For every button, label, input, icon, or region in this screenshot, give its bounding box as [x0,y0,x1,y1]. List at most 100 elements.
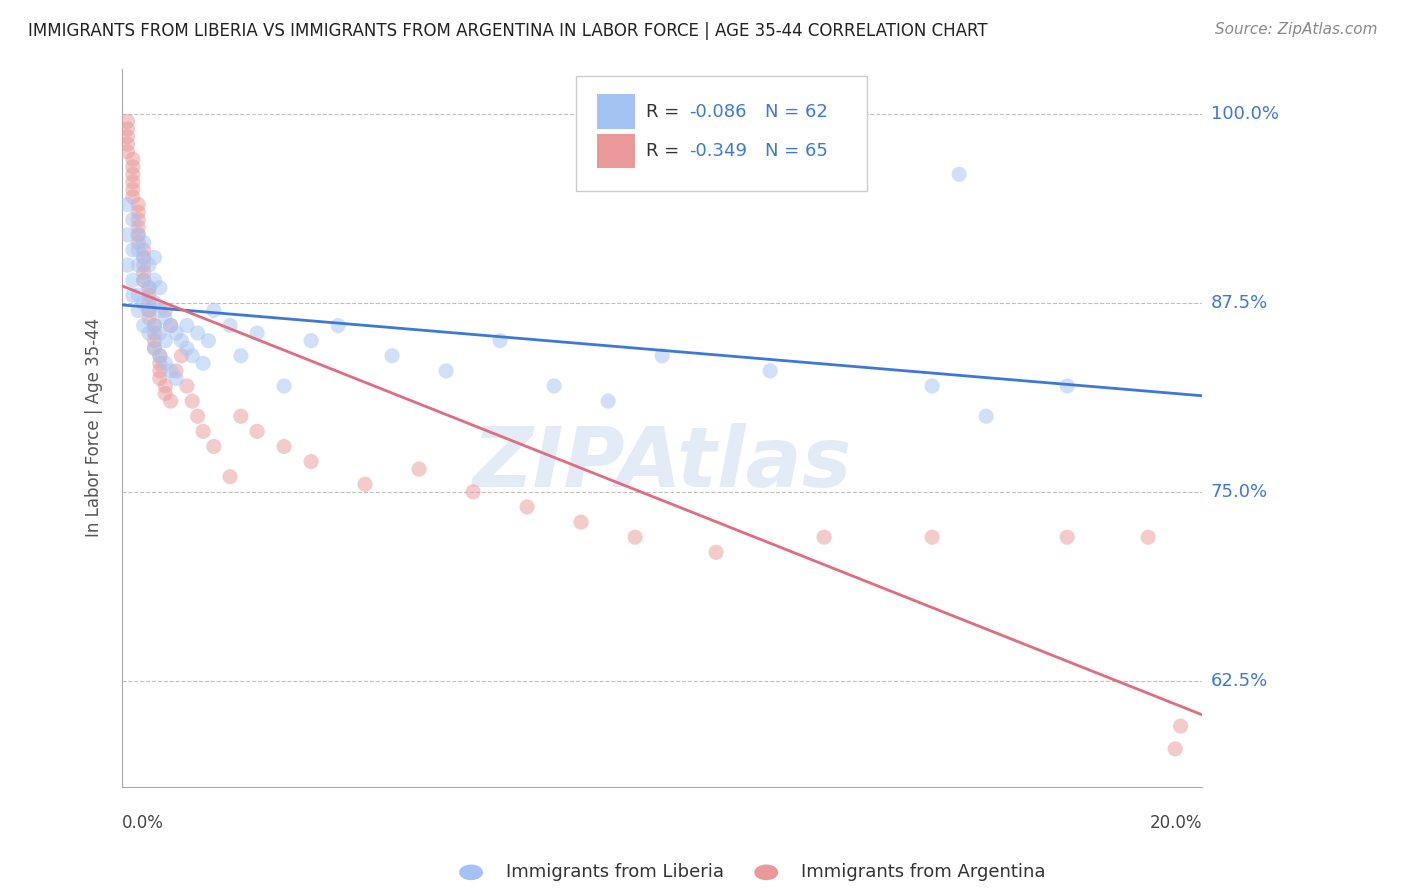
Point [1056,530,1078,544]
Point [143,341,166,355]
Point [117,129,139,144]
Point [246,326,269,340]
Point [229,409,252,424]
Point [149,303,172,318]
Point [149,356,172,370]
Point [948,167,970,181]
Point [219,469,242,483]
Point [181,394,204,409]
Point [138,303,160,318]
Point [127,205,149,219]
Point [127,258,149,272]
Point [326,318,349,333]
Point [138,303,160,318]
Point [159,318,181,333]
Point [132,235,155,250]
Point [155,386,177,401]
Point [489,334,512,348]
Point [132,251,155,265]
Point [434,364,457,378]
Point [219,318,242,333]
Point [921,379,943,393]
Text: Source: ZipAtlas.com: Source: ZipAtlas.com [1215,22,1378,37]
Point [127,243,149,257]
Point [543,379,565,393]
Text: 87.5%: 87.5% [1211,293,1268,312]
Point [117,227,139,242]
Point [127,227,149,242]
Point [117,197,139,211]
Point [121,153,143,167]
Point [149,371,172,385]
Point [704,545,727,559]
Text: -0.349: -0.349 [689,142,747,160]
Point [121,167,143,181]
Point [127,288,149,302]
Text: 62.5%: 62.5% [1211,672,1268,690]
FancyBboxPatch shape [598,95,636,128]
Point [176,379,198,393]
Point [143,318,166,333]
Point [117,122,139,136]
Text: R =: R = [645,103,685,120]
Point [159,394,181,409]
Point [921,530,943,544]
Text: 20.0%: 20.0% [1150,814,1202,832]
Point [127,235,149,250]
Point [202,303,225,318]
Point [138,281,160,295]
Point [121,243,143,257]
Point [117,145,139,159]
Text: N = 62: N = 62 [765,103,828,120]
Point [354,477,377,491]
Point [127,303,149,318]
Point [121,160,143,174]
Point [181,349,204,363]
Text: ZIPAtlas: ZIPAtlas [472,423,852,504]
Point [149,326,172,340]
Point [127,197,149,211]
Point [143,334,166,348]
Point [149,364,172,378]
Point [149,349,172,363]
Point [138,296,160,310]
Point [246,425,269,439]
Point [159,318,181,333]
Point [132,318,155,333]
Text: R =: R = [645,142,685,160]
Text: 100.0%: 100.0% [1211,105,1278,123]
Y-axis label: In Labor Force | Age 35-44: In Labor Force | Age 35-44 [86,318,103,537]
Point [117,114,139,128]
Text: N = 65: N = 65 [765,142,828,160]
Point [197,334,219,348]
Point [159,364,181,378]
Point [155,303,177,318]
Point [651,349,673,363]
Point [138,326,160,340]
Text: Immigrants from Argentina: Immigrants from Argentina [801,863,1046,881]
Point [1137,530,1160,544]
FancyBboxPatch shape [575,76,868,191]
Point [974,409,997,424]
Point [1056,379,1078,393]
Point [138,288,160,302]
Point [759,364,782,378]
Point [1164,741,1187,756]
Point [155,379,177,393]
Point [191,356,214,370]
Point [121,212,143,227]
Point [127,212,149,227]
Point [143,318,166,333]
Point [127,227,149,242]
Point [176,318,198,333]
Point [191,425,214,439]
Point [132,243,155,257]
Point [149,349,172,363]
Point [138,258,160,272]
Point [1170,719,1192,733]
Point [624,530,647,544]
Point [187,326,209,340]
Point [121,182,143,196]
FancyBboxPatch shape [598,134,636,169]
Point [132,266,155,280]
